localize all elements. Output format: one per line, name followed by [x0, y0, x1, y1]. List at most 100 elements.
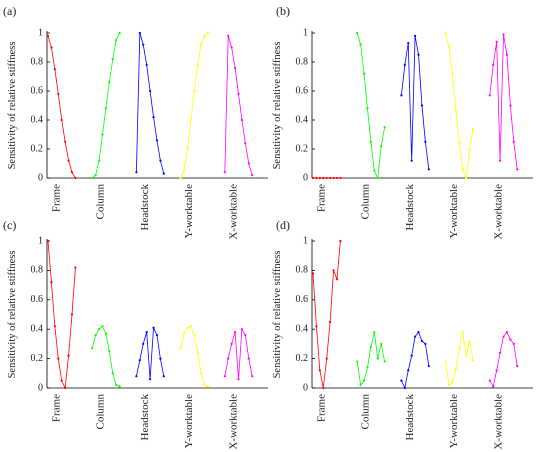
data-point	[53, 325, 56, 328]
data-point	[376, 176, 379, 180]
series-line	[489, 331, 518, 388]
data-point	[335, 278, 339, 281]
data-point	[149, 378, 152, 381]
data-point	[97, 328, 101, 331]
data-point	[359, 43, 362, 46]
data-point	[461, 331, 464, 334]
data-point	[237, 378, 240, 381]
data-point	[335, 176, 339, 180]
data-point	[495, 369, 498, 372]
data-point	[509, 104, 512, 107]
data-point	[74, 176, 77, 180]
x-tick-label: Frame	[51, 394, 63, 422]
y-tick-label: 0	[303, 382, 308, 393]
data-point	[227, 357, 230, 360]
y-tick-label: 0.6	[296, 294, 309, 305]
data-point	[145, 63, 148, 66]
data-point	[454, 367, 457, 370]
data-point	[369, 140, 373, 143]
data-point	[240, 118, 244, 122]
data-point	[509, 338, 512, 341]
x-tick-label: Headstock	[404, 394, 416, 441]
data-point	[247, 357, 250, 360]
series-line	[91, 32, 120, 179]
data-point	[135, 171, 138, 174]
y-tick-label: 1	[38, 235, 43, 246]
data-point	[247, 162, 250, 165]
x-tick-label: Headstock	[404, 184, 416, 231]
data-point	[104, 332, 108, 335]
data-point	[233, 66, 237, 69]
y-axis-label: Sensitivity of relative stiffness	[7, 42, 18, 170]
data-point	[451, 72, 454, 75]
data-point	[492, 385, 495, 388]
data-point	[64, 140, 67, 143]
data-point	[318, 369, 321, 372]
data-point	[417, 53, 420, 56]
x-tick-label: Column	[360, 184, 372, 220]
data-point	[111, 372, 114, 375]
data-point	[189, 118, 192, 122]
x-tick-label: Y-worktable	[448, 394, 460, 448]
data-point	[339, 176, 342, 180]
y-tick-label: 0	[38, 172, 43, 183]
data-point	[318, 176, 321, 180]
data-point	[179, 176, 182, 180]
data-point	[400, 379, 403, 382]
x-tick-label: Y-worktable	[183, 394, 195, 448]
data-point	[149, 89, 152, 93]
data-point	[400, 94, 403, 97]
data-point	[203, 383, 206, 387]
data-point	[244, 142, 247, 145]
data-point	[152, 326, 155, 329]
series-line	[136, 327, 165, 380]
data-point	[366, 107, 369, 110]
data-point	[193, 333, 196, 337]
y-axis-label: Sensitivity of relative stiffness	[7, 251, 18, 379]
x-tick-label: Frame	[316, 394, 328, 422]
data-point	[145, 331, 148, 334]
series-line	[47, 35, 76, 179]
data-point	[502, 335, 505, 338]
series-line	[224, 327, 253, 380]
data-point	[447, 46, 451, 49]
series-line	[401, 35, 430, 170]
data-point	[251, 375, 254, 378]
data-point	[407, 42, 410, 45]
data-point	[424, 342, 427, 345]
data-point	[502, 33, 505, 36]
data-point	[46, 34, 50, 38]
data-point	[206, 31, 210, 35]
data-point	[505, 331, 509, 334]
data-point	[369, 345, 373, 348]
x-tick-label: X-worktable	[492, 184, 504, 240]
data-point	[206, 385, 210, 388]
data-point	[50, 46, 53, 49]
data-point	[420, 339, 424, 343]
y-tick-label: 0.8	[296, 56, 309, 67]
data-point	[451, 381, 454, 384]
data-point	[427, 364, 430, 368]
series-line	[180, 32, 209, 179]
data-point	[315, 325, 318, 328]
data-point	[458, 142, 461, 145]
data-point	[67, 354, 70, 357]
data-point	[414, 34, 417, 38]
data-point	[94, 333, 97, 337]
data-point	[138, 358, 141, 362]
data-point	[57, 357, 60, 360]
data-point	[97, 159, 101, 162]
data-point	[182, 169, 186, 172]
y-tick-label: 1	[303, 27, 308, 38]
x-tick-label: X-worktable	[492, 394, 504, 450]
series-line	[445, 32, 474, 179]
data-point	[498, 351, 502, 354]
series-line	[356, 332, 385, 387]
data-point	[332, 176, 335, 180]
y-tick-label: 0.6	[31, 294, 44, 305]
data-point	[244, 333, 247, 337]
data-point	[332, 269, 335, 272]
data-point	[179, 347, 182, 350]
data-point	[186, 326, 189, 329]
data-point	[366, 366, 369, 369]
